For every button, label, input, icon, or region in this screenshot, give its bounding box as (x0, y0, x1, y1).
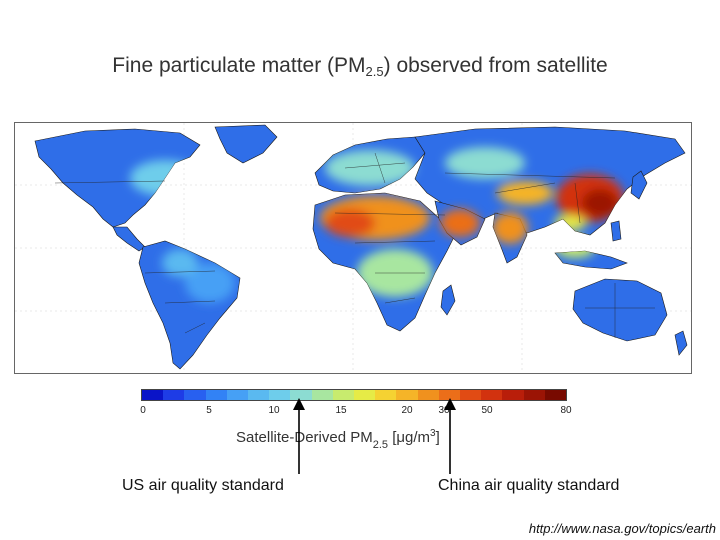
australia-landmass (572, 278, 668, 342)
colorbar-tick: 10 (268, 405, 280, 416)
colorbar-swatch (163, 390, 185, 400)
title-subscript: 2.5 (365, 64, 384, 79)
source-url[interactable]: http://www.nasa.gov/topics/earth (528, 521, 716, 536)
colorbar-swatch (142, 390, 164, 400)
new-zealand-landmass (674, 330, 688, 356)
greenland-landmass (214, 124, 278, 164)
colorbar-tick: 5 (206, 405, 212, 416)
colorbar-swatch (332, 390, 355, 400)
colorbar-swatch (248, 390, 270, 400)
colorbar-swatch (354, 390, 376, 400)
colorbar-swatch (481, 390, 503, 400)
colorbar-swatch (184, 390, 206, 400)
colorbar-tick: 30 (438, 405, 450, 416)
north-america-landmass (34, 128, 201, 228)
colorbar-label-prefix: Satellite-Derived PM (236, 429, 373, 446)
page-title: Fine particulate matter (PM2.5) observed… (0, 54, 720, 79)
colorbar-swatch (226, 390, 249, 400)
colorbar (141, 389, 567, 401)
colorbar-tick: 80 (560, 405, 572, 416)
colorbar-label-close: ] (435, 429, 440, 446)
china-standard-arrow (444, 398, 456, 474)
colorbar-swatch (396, 390, 418, 400)
colorbar-label-subscript: 2.5 (372, 439, 389, 451)
colorbar-swatch (544, 390, 567, 400)
china-standard-label: China air quality standard (438, 477, 620, 494)
colorbar-swatch (502, 390, 524, 400)
japan-landmass (630, 170, 648, 200)
colorbar-tick: 15 (335, 405, 347, 416)
colorbar-swatch (417, 390, 439, 400)
colorbar-label: Satellite-Derived PM2.5 [μg/m3] (236, 428, 440, 451)
colorbar-label-units: [μg/m (392, 429, 431, 446)
central-america-landmass (112, 226, 146, 252)
colorbar-tick: 50 (481, 405, 493, 416)
colorbar-swatch (205, 390, 227, 400)
colorbar-tick: 0 (140, 405, 146, 416)
colorbar-swatch (375, 390, 397, 400)
us-standard-arrow (293, 398, 305, 474)
colorbar-swatch (523, 390, 545, 400)
pm25-world-map (14, 122, 692, 374)
colorbar-swatch (269, 390, 291, 400)
colorbar-swatch (438, 390, 461, 400)
madagascar-landmass (440, 284, 456, 316)
title-prefix: Fine particulate matter (PM (112, 54, 366, 77)
philippines-landmass (610, 220, 622, 242)
colorbar-tick: 20 (401, 405, 413, 416)
us-standard-label: US air quality standard (122, 477, 284, 494)
title-suffix: ) observed from satellite (383, 54, 608, 77)
colorbar-swatch (311, 390, 333, 400)
colorbar-swatch (290, 390, 312, 400)
colorbar-swatch (460, 390, 482, 400)
colorbar-label-units-sup: 3 (430, 428, 436, 439)
